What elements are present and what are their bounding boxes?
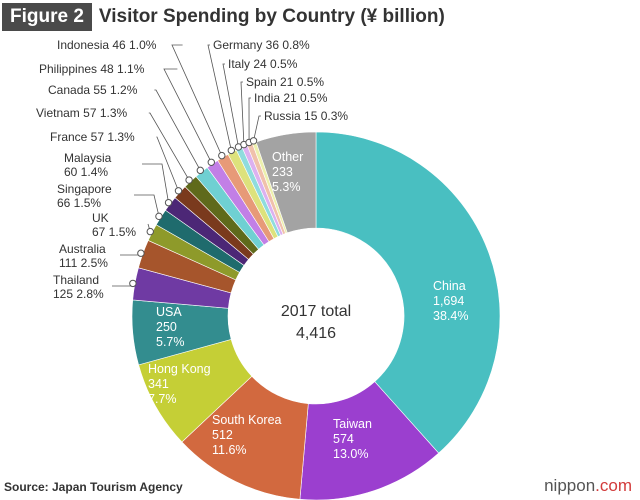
leader-dot-singapore: [155, 212, 163, 221]
label-italy-line1: Italy 24 0.5%: [228, 57, 298, 71]
label-thailand-line2: 125 2.8%: [53, 287, 104, 301]
leader-dot-thailand: [129, 279, 137, 288]
label-other-line2: 233: [272, 165, 293, 179]
label-usa-line1: USA: [156, 305, 182, 319]
slice-other: [255, 131, 317, 234]
label-singapore-line2: 66 1.5%: [57, 196, 101, 210]
label-china-line3: 38.4%: [433, 309, 468, 323]
label-taiwan-line1: Taiwan: [333, 417, 372, 431]
label-australia-line2: 111 2.5%: [59, 256, 108, 270]
leader-russia: [253, 115, 261, 141]
leader-vietnam: [148, 112, 190, 181]
label-south-korea-line2: 512: [212, 428, 233, 442]
figure-header: Figure 2 Visitor Spending by Country (¥ …: [0, 2, 640, 32]
label-uk-line1: UK: [92, 211, 109, 225]
label-spain-line1: Spain 21 0.5%: [246, 75, 324, 89]
label-other-line1: Other: [272, 150, 303, 164]
label-vietnam-line1: Vietnam 57 1.3%: [36, 106, 128, 120]
source-note: Source: Japan Tourism Agency: [4, 480, 183, 494]
leader-india: [248, 97, 251, 143]
label-france-line1: France 57 1.3%: [50, 130, 135, 144]
leader-dot-france: [174, 187, 183, 195]
leader-dot-russia: [249, 137, 258, 145]
label-russia-line1: Russia 15 0.3%: [264, 109, 348, 123]
label-other-line3: 5.3%: [272, 180, 301, 194]
leader-france: [156, 136, 179, 191]
label-canada-line1: Canada 55 1.2%: [48, 83, 138, 97]
label-china-line1: China: [433, 279, 466, 293]
leader-indonesia: [171, 44, 223, 156]
label-usa-line2: 250: [156, 320, 177, 334]
label-thailand-line1: Thailand: [53, 273, 99, 287]
label-germany-line1: Germany 36 0.8%: [213, 38, 310, 52]
label-uk-line2: 67 1.5%: [92, 225, 136, 239]
leader-dot-indonesia: [218, 151, 226, 160]
leader-spain: [240, 81, 245, 145]
brand-domain: .com: [595, 476, 632, 495]
center-total-value: 4,416: [296, 325, 336, 342]
center-total-label: 2017 total: [281, 303, 351, 320]
leader-lines: [112, 44, 261, 288]
leader-dot-australia: [137, 249, 145, 257]
label-china-line2: 1,694: [433, 294, 464, 308]
leader-italy: [222, 63, 239, 148]
label-hong-kong-line3: 7.7%: [148, 392, 177, 406]
brand-name: nippon: [544, 476, 596, 495]
donut-slices: [131, 131, 501, 500]
leader-dot-germany: [227, 146, 236, 155]
label-india-line1: India 21 0.5%: [254, 91, 328, 105]
label-south-korea-line3: 11.6%: [212, 443, 247, 457]
label-indonesia-line1: Indonesia 46 1.0%: [57, 38, 157, 52]
label-hong-kong-line2: 341: [148, 377, 169, 391]
leader-germany: [207, 44, 232, 151]
leader-dot-canada: [196, 166, 205, 175]
leader-singapore: [134, 194, 160, 217]
leader-dot-philippines: [207, 158, 215, 166]
leader-canada: [154, 89, 201, 171]
chart-title: Visitor Spending by Country (¥ billion): [98, 6, 445, 27]
leader-dot-malaysia: [164, 198, 173, 207]
label-usa-line3: 5.7%: [156, 335, 185, 349]
label-taiwan-line2: 574: [333, 432, 354, 446]
slice-china: [315, 131, 501, 454]
leader-philippines: [163, 68, 212, 163]
figure-number-badge: Figure 2: [2, 3, 92, 31]
label-south-korea-line1: South Korea: [212, 413, 282, 427]
label-malaysia-line1: Malaysia: [64, 151, 112, 165]
label-australia-line1: Australia: [59, 242, 106, 256]
leader-dot-uk: [146, 227, 154, 236]
brand-logo: nippon.com: [544, 476, 632, 496]
label-singapore-line1: Singapore: [57, 182, 112, 196]
label-philippines-line1: Philippines 48 1.1%: [39, 62, 145, 76]
label-hong-kong-line1: Hong Kong: [148, 362, 211, 376]
leader-malaysia: [142, 163, 169, 203]
label-malaysia-line2: 60 1.4%: [64, 165, 108, 179]
leader-dot-vietnam: [185, 176, 193, 184]
label-taiwan-line3: 13.0%: [333, 447, 368, 461]
